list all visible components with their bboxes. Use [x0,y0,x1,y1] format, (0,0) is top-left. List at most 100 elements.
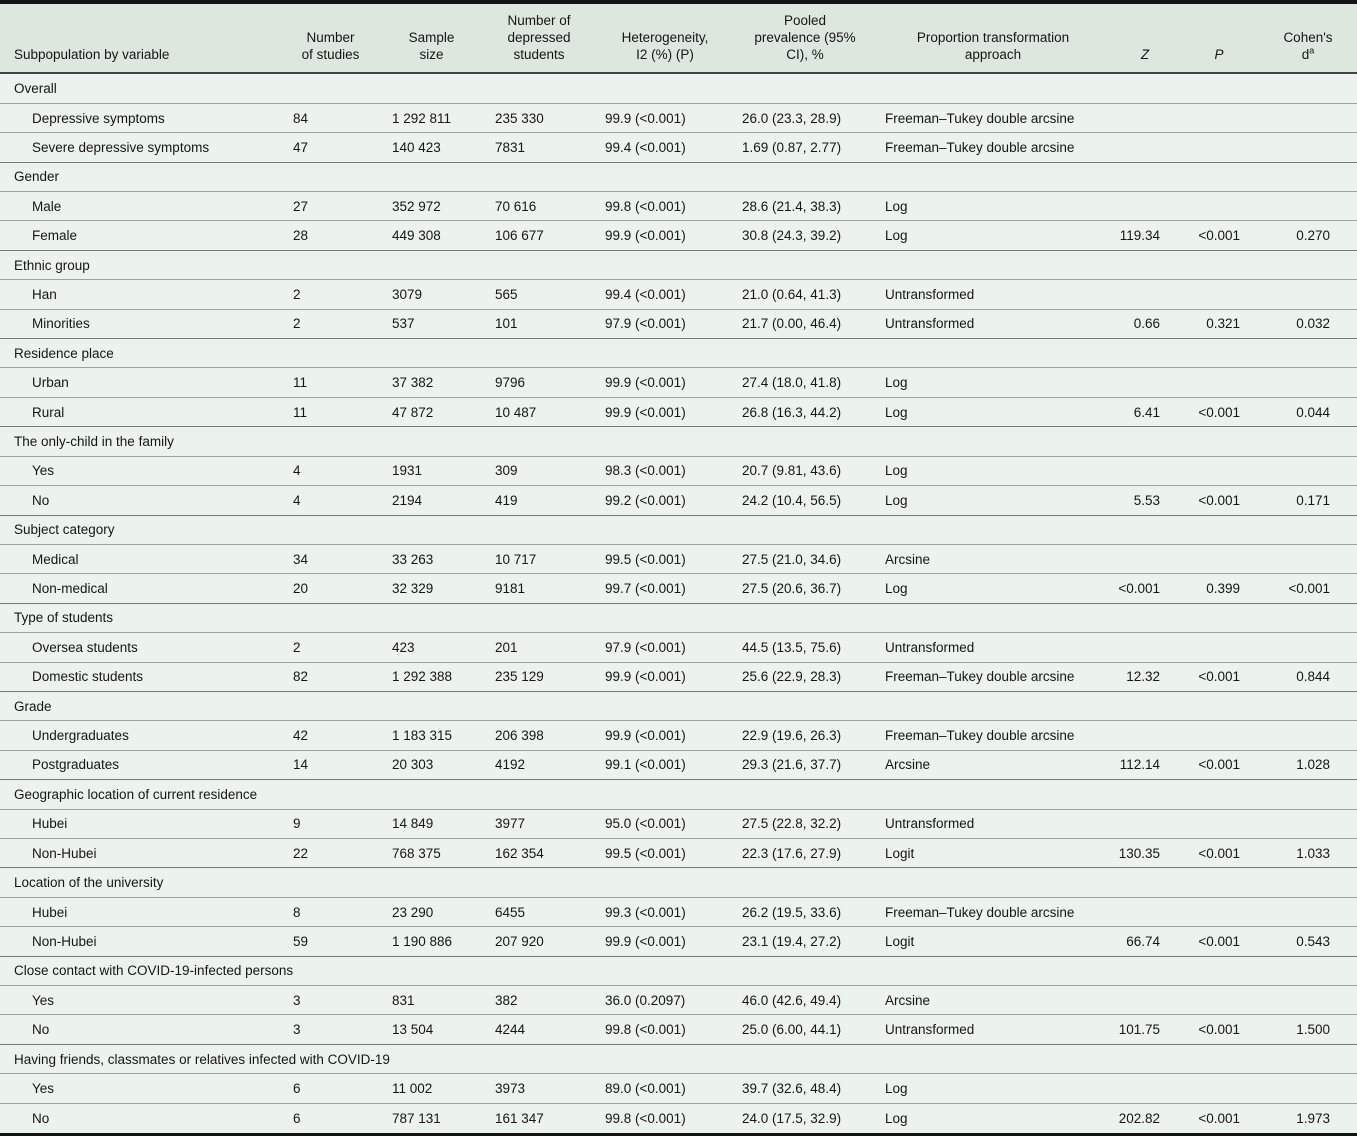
cell-d [1259,1073,1357,1104]
section-label: Geographic location of current residence [0,779,1357,810]
cell-depressed: 161 347 [483,1102,595,1135]
cell-heterogeneity: 99.5 (<0.001) [595,543,735,574]
cell-prevalence: 30.8 (24.3, 39.2) [735,220,875,251]
cell-d [1259,102,1357,133]
cell-z: 0.66 [1111,308,1179,339]
table-row: Hubei 8 23 290 6455 99.3 (<0.001) 26.2 (19.5,… [0,896,1357,927]
cell-z [1111,543,1179,574]
col-header-sample-size: Sample size [380,2,483,74]
section-label: Having friends, classmates or relatives … [0,1043,1357,1074]
cell-p: <0.001 [1179,396,1259,427]
cell-depressed: 9796 [483,367,595,398]
cell-prevalence: 24.0 (17.5, 32.9) [735,1102,875,1135]
cell-approach: Untransformed [875,308,1111,339]
cell-sample: 37 382 [380,367,483,398]
cell-p: 0.321 [1179,308,1259,339]
cell-name: No [0,485,281,516]
cell-heterogeneity: 99.3 (<0.001) [595,896,735,927]
table-body: Overall Depressive symptoms 84 1 292 811 235… [0,72,1357,1135]
cell-d: 1.500 [1259,1014,1357,1045]
cell-z: 5.53 [1111,485,1179,516]
cell-d [1259,896,1357,927]
cell-p [1179,896,1259,927]
cell-prevalence: 29.3 (21.6, 37.7) [735,749,875,780]
section-row: Close contact with COVID-19-infected per… [0,955,1357,986]
cell-p: <0.001 [1179,1102,1259,1135]
cell-sample: 352 972 [380,191,483,221]
table-row: Yes 3 831 382 36.0 (0.2097) 46.0 (42.6, 49.4)… [0,985,1357,1015]
cell-d [1259,985,1357,1015]
cell-heterogeneity: 99.1 (<0.001) [595,749,735,780]
col-header-transformation-approach: Proportion transformation approach [875,2,1111,74]
section-label: Residence place [0,338,1357,368]
cell-heterogeneity: 99.2 (<0.001) [595,485,735,516]
cell-depressed: 235 330 [483,102,595,133]
cell-heterogeneity: 99.9 (<0.001) [595,926,735,957]
table-row: Urban 11 37 382 9796 99.9 (<0.001) 27.4 (18.0… [0,367,1357,398]
cell-prevalence: 22.9 (19.6, 26.3) [735,720,875,751]
cell-depressed: 106 677 [483,220,595,251]
cell-sample: 768 375 [380,837,483,868]
cell-approach: Log [875,455,1111,486]
cell-name: Domestic students [0,661,281,692]
cell-sample: 787 131 [380,1102,483,1135]
table-row: Yes 6 11 002 3973 89.0 (<0.001) 39.7 (32.6, 4… [0,1073,1357,1104]
cell-approach: Logit [875,926,1111,957]
cell-heterogeneity: 99.9 (<0.001) [595,720,735,751]
cell-p [1179,985,1259,1015]
cell-sample: 14 849 [380,808,483,839]
cell-studies: 34 [281,543,380,574]
cell-p [1179,455,1259,486]
cell-name: Medical [0,543,281,574]
section-label: Grade [0,690,1357,721]
col-header-p: P [1179,2,1259,74]
cell-depressed: 4192 [483,749,595,780]
cell-p [1179,1073,1259,1104]
cell-p: <0.001 [1179,749,1259,780]
cell-sample: 1931 [380,455,483,486]
section-row: Ethnic group [0,249,1357,280]
cell-approach: Log [875,573,1111,604]
cell-sample: 1 292 811 [380,102,483,133]
cell-p: <0.001 [1179,661,1259,692]
cell-depressed: 3977 [483,808,595,839]
cell-heterogeneity: 99.9 (<0.001) [595,367,735,398]
cell-heterogeneity: 99.9 (<0.001) [595,661,735,692]
cell-depressed: 9181 [483,573,595,604]
cell-approach: Freeman–Tukey double arcsine [875,896,1111,927]
cell-approach: Log [875,485,1111,516]
section-label: Overall [0,72,1357,104]
cell-studies: 14 [281,749,380,780]
cell-prevalence: 27.5 (20.6, 36.7) [735,573,875,604]
cell-studies: 84 [281,102,380,133]
cell-sample: 32 329 [380,573,483,604]
cell-z [1111,455,1179,486]
cell-prevalence: 26.2 (19.5, 33.6) [735,896,875,927]
cell-prevalence: 21.7 (0.00, 46.4) [735,308,875,339]
table-row: No 6 787 131 161 347 99.8 (<0.001) 24.0 (17.5… [0,1102,1357,1135]
section-row: Residence place [0,338,1357,368]
cell-p: <0.001 [1179,485,1259,516]
table-row: Domestic students 82 1 292 388 235 129 99.9 … [0,661,1357,692]
cell-heterogeneity: 97.9 (<0.001) [595,632,735,663]
table-row: Han 2 3079 565 99.4 (<0.001) 21.0 (0.64, 41.3… [0,279,1357,310]
cell-approach: Arcsine [875,749,1111,780]
cell-name: Hubei [0,808,281,839]
section-row: Type of students [0,602,1357,633]
cell-name: Non-medical [0,573,281,604]
cell-sample: 1 190 886 [380,926,483,957]
table-row: Postgraduates 14 20 303 4192 99.1 (<0.001) 29… [0,749,1357,780]
cell-p [1179,367,1259,398]
cell-depressed: 565 [483,279,595,310]
cell-sample: 23 290 [380,896,483,927]
cell-p: <0.001 [1179,926,1259,957]
cell-z [1111,985,1179,1015]
cell-z [1111,132,1179,163]
cell-approach: Arcsine [875,985,1111,1015]
cell-sample: 449 308 [380,220,483,251]
section-label: Type of students [0,602,1357,633]
cell-heterogeneity: 99.9 (<0.001) [595,220,735,251]
cell-z: 66.74 [1111,926,1179,957]
section-row: Gender [0,161,1357,192]
